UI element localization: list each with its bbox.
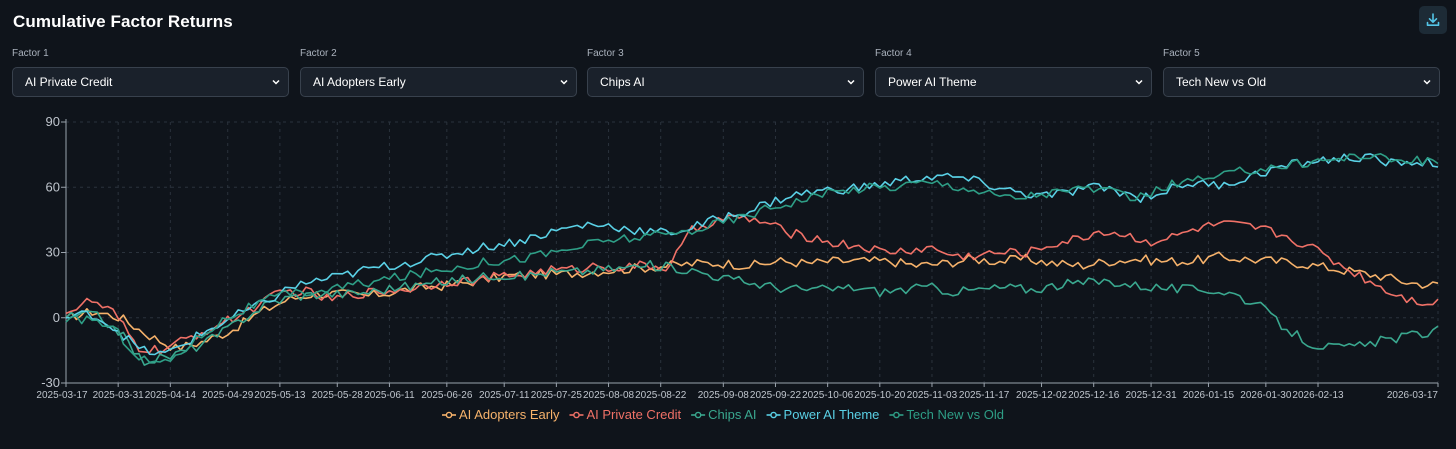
legend-item[interactable]: Chips AI [691,407,757,422]
x-tick-label: 2025-03-31 [93,390,145,401]
chevron-down-icon [272,79,280,85]
x-tick-label: 2025-06-26 [421,390,473,401]
x-tick-label: 2025-10-20 [854,390,906,401]
x-tick-label: 2025-05-28 [312,390,364,401]
x-tick-label: 2025-10-06 [802,390,854,401]
series-line-ai-adopters-early [65,251,1439,351]
legend-marker [573,411,580,419]
chevron-down-icon [1423,79,1431,85]
series-line-tech-new-vs-old [65,153,1439,364]
factor-3-group: Factor 3 Chips AI [587,48,864,97]
factor-1-label: Factor 1 [12,48,49,59]
cumulative-returns-chart: -30 0 30 60 90 2025-03-17 2025-03-31 2025-04-14… [36,114,1439,422]
x-tick-label: 2026-02-13 [1292,390,1344,401]
legend-label: AI Private Credit [586,407,681,422]
factor-1-select[interactable]: AI Private Credit [12,67,289,97]
factor-3-value: Chips AI [600,75,645,89]
legend-label: Tech New vs Old [906,407,1004,422]
factor-3-label: Factor 3 [587,48,624,59]
y-tick-label: 60 [46,179,60,194]
chevron-down-icon [560,79,568,85]
factor-2-select[interactable]: AI Adopters Early [300,67,577,97]
legend-label: Power AI Theme [784,407,880,422]
legend-marker [694,411,702,419]
factor-4-label: Factor 4 [875,48,912,59]
x-tick-label: 2025-08-08 [583,390,635,401]
x-tick-label: 2025-09-22 [750,390,802,401]
x-tick-label: 2025-04-29 [202,390,254,401]
series-line-chips-ai [65,259,1439,366]
x-tick-label: 2025-05-13 [254,390,306,401]
x-tick-label: 2025-11-17 [959,390,1010,401]
legend-marker [893,411,900,419]
legend: AI Adopters Early AI Private Credit Chips … [442,407,1004,422]
x-tick-label: 2025-07-25 [531,390,583,401]
chevron-down-icon [847,79,855,85]
x-tick-label: 2025-11-03 [907,390,958,401]
factor-5-select[interactable]: Tech New vs Old [1163,67,1440,97]
x-tick-label: 2025-04-14 [145,390,197,401]
x-tick-label: 2025-08-22 [635,390,687,401]
y-tick-label: 90 [46,114,60,129]
x-tick-label: 2025-03-17 [36,390,88,401]
x-tick-label: 2025-09-08 [698,390,750,401]
chevron-down-icon [1135,79,1143,85]
factor-2-value: AI Adopters Early [313,75,406,89]
legend-label: AI Adopters Early [459,407,560,422]
x-tick-label: 2026-01-15 [1183,390,1235,401]
y-tick-label: 0 [53,310,60,325]
factor-3-select[interactable]: Chips AI [587,67,864,97]
series-line-power-ai-theme [65,153,1439,356]
factor-4-select[interactable]: Power AI Theme [875,67,1152,97]
x-tick-label: 2025-12-16 [1068,390,1120,401]
legend-item[interactable]: AI Private Credit [569,407,682,422]
factor-4-group: Factor 4 Power AI Theme [875,48,1152,97]
x-tick-label: 2026-01-30 [1240,390,1292,401]
download-icon [1426,13,1440,26]
factor-1-value: AI Private Credit [25,75,113,89]
page-title: Cumulative Factor Returns [13,12,233,31]
factor-1-group: Factor 1 AI Private Credit [12,48,289,97]
factor-4-value: Power AI Theme [888,75,977,89]
legend-label: Chips AI [708,407,756,422]
factor-5-value: Tech New vs Old [1176,75,1267,89]
legend-marker [445,411,453,419]
factor-5-label: Factor 5 [1163,48,1200,59]
factor-5-group: Factor 5 Tech New vs Old [1163,48,1440,97]
x-tick-label: 2025-12-02 [1016,390,1068,401]
factor-2-group: Factor 2 AI Adopters Early [300,48,577,97]
y-tick-label: 30 [46,245,60,260]
x-tick-label: 2026-03-17 [1387,390,1439,401]
legend-item[interactable]: Tech New vs Old [889,407,1004,422]
x-tick-label: 2025-12-31 [1126,390,1178,401]
legend-item[interactable]: Power AI Theme [766,407,880,422]
download-button[interactable] [1419,6,1447,34]
legend-item[interactable]: AI Adopters Early [442,407,560,422]
y-tick-label: -30 [41,375,60,390]
x-tick-label: 2025-07-11 [479,390,530,401]
factor-2-label: Factor 2 [300,48,337,59]
legend-marker [770,411,777,419]
x-tick-label: 2025-06-11 [364,390,415,401]
